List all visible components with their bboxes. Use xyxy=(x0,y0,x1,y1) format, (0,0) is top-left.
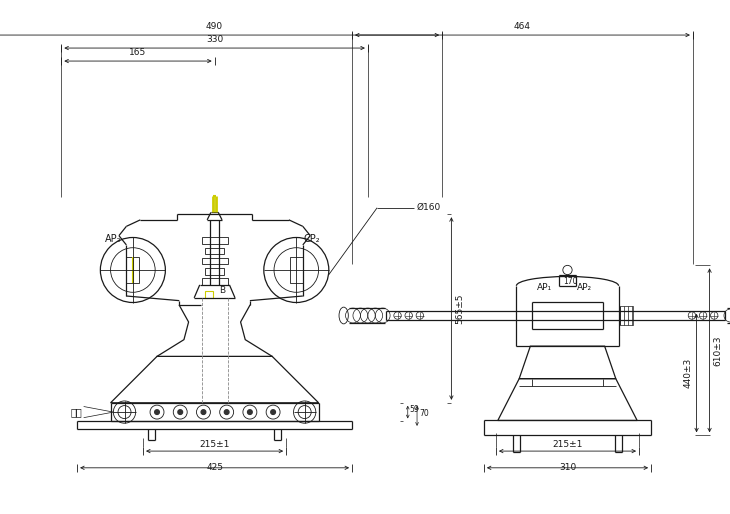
Text: AP₂: AP₂ xyxy=(105,234,121,244)
Text: 440±3: 440±3 xyxy=(684,358,693,388)
Text: 59: 59 xyxy=(410,405,419,414)
Circle shape xyxy=(271,410,275,414)
Text: 215±1: 215±1 xyxy=(553,440,583,449)
Text: 330: 330 xyxy=(206,35,223,44)
Bar xyxy=(201,258,228,264)
Text: 170: 170 xyxy=(563,277,577,286)
Text: AP₂: AP₂ xyxy=(577,283,592,292)
Bar xyxy=(201,237,228,244)
Text: AP₁: AP₁ xyxy=(537,283,552,292)
Text: 425: 425 xyxy=(206,464,223,472)
Circle shape xyxy=(178,410,182,414)
Text: 165: 165 xyxy=(129,48,147,58)
Text: 310: 310 xyxy=(559,464,576,472)
Text: 490: 490 xyxy=(206,22,223,31)
Bar xyxy=(205,248,224,254)
Bar xyxy=(205,291,212,298)
Text: 吹环: 吹环 xyxy=(70,407,82,417)
Text: 565±5: 565±5 xyxy=(455,293,464,324)
Bar xyxy=(126,257,139,283)
Circle shape xyxy=(247,410,252,414)
Bar xyxy=(201,279,228,285)
Circle shape xyxy=(201,410,206,414)
Text: Ø160: Ø160 xyxy=(416,203,440,212)
Bar xyxy=(620,306,634,325)
Bar xyxy=(205,268,224,274)
Text: CP₂: CP₂ xyxy=(304,234,320,244)
Circle shape xyxy=(224,410,229,414)
Circle shape xyxy=(155,410,159,414)
Text: B: B xyxy=(219,286,226,295)
Text: 215±1: 215±1 xyxy=(199,440,230,449)
Text: 464: 464 xyxy=(514,22,531,31)
Text: 610±3: 610±3 xyxy=(713,335,722,365)
Text: 70: 70 xyxy=(419,409,429,417)
Bar xyxy=(290,257,303,283)
